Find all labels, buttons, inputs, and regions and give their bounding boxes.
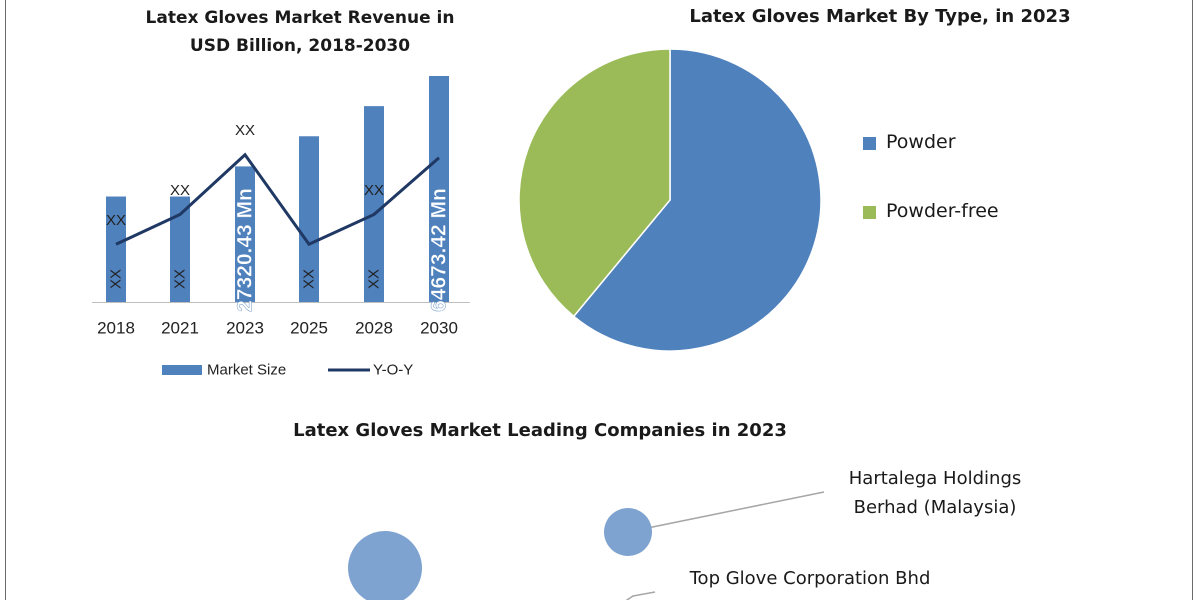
bar-data-label-2018: XX [108, 269, 125, 289]
company-label-hartalega: Hartalega Holdings Berhad (Malaysia) [815, 464, 1055, 522]
bar-2018 [106, 196, 126, 302]
legend-swatch-powder-free [863, 206, 876, 219]
legend-label-market-size: Market Size [207, 362, 286, 379]
leader-line-top-glove [625, 591, 656, 600]
bar-2025 [299, 136, 319, 302]
company-label-hartalega-line-1: Hartalega Holdings [848, 468, 1022, 489]
yoy-data-label-2023: XX [235, 122, 255, 139]
bar-2028 [364, 106, 384, 302]
bar-chart: XX XX 27320.43 Mn XX XX 64673.42 Mn XX XX XX XX 20… [92, 76, 470, 379]
legend-swatch-market-size [162, 365, 202, 375]
bar-2023 [235, 166, 255, 302]
bar-chart-title: Latex Gloves Market Revenue in USD Billi… [120, 4, 480, 60]
bar-data-label-2025: XX [301, 269, 318, 289]
yoy-line [115, 152, 440, 247]
bar-2030 [429, 76, 449, 302]
legend-swatch-powder [863, 137, 876, 150]
company-bubble-hartalega [604, 508, 652, 556]
x-tick-label-2025: 2025 [290, 319, 328, 338]
pie-chart [518, 48, 822, 352]
bar-data-label-2023: 27320.43 Mn [234, 188, 257, 312]
pie-slice-powder [572, 48, 822, 352]
pie-slice-powder-free [518, 48, 671, 318]
x-tick-label-2023: 2023 [226, 319, 264, 338]
company-label-top-glove-line-1: Top Glove Corporation Bhd [689, 568, 931, 589]
legend-label-yoy: Y-O-Y [373, 362, 413, 379]
pie-chart-title: Latex Gloves Market By Type, in 2023 [689, 6, 1071, 27]
x-tick-label-2021: 2021 [161, 319, 199, 338]
bar-data-label-2028: XX [366, 269, 383, 289]
companies-bubble-chart [348, 491, 825, 600]
company-label-hartalega-line-2: Berhad (Malaysia) [853, 497, 1017, 518]
bar-2021 [170, 196, 190, 302]
legend-label-powder-free: Powder-free [886, 200, 999, 222]
chart-frame [5, 0, 1193, 600]
company-label-top-glove: Top Glove Corporation Bhd [660, 564, 960, 593]
bar-chart-title-line-1: Latex Gloves Market Revenue in [145, 8, 455, 28]
x-tick-label-2030: 2030 [420, 319, 458, 338]
leader-line-hartalega [627, 491, 825, 533]
x-tick-label-2018: 2018 [97, 319, 135, 338]
yoy-data-label-2028: XX [364, 182, 384, 199]
bar-chart-title-line-2: USD Billion, 2018-2030 [189, 36, 411, 56]
company-bubble-large [348, 531, 422, 600]
bar-data-label-2030: 64673.42 Mn [428, 188, 451, 312]
companies-chart-title: Latex Gloves Market Leading Companies in… [293, 420, 787, 441]
yoy-data-label-2018: XX [106, 212, 126, 229]
bar-data-label-2021: XX [172, 269, 189, 289]
yoy-data-label-2021: XX [170, 182, 190, 199]
legend-label-powder: Powder [886, 131, 956, 153]
x-tick-label-2028: 2028 [355, 319, 393, 338]
